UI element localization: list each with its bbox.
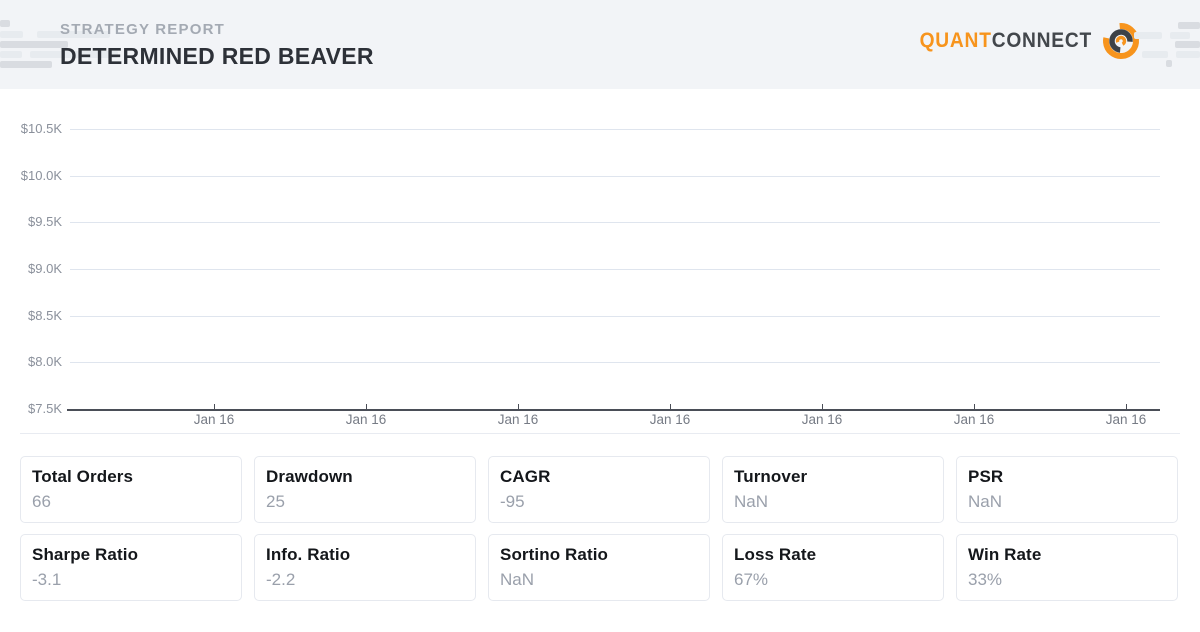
y-axis-tick-label: $10.0K [20, 168, 62, 183]
report-header: STRATEGY REPORT DETERMINED RED BEAVER QU… [0, 0, 1200, 89]
right-stripes-decoration [1075, 19, 1200, 71]
x-axis-tick [1126, 404, 1127, 410]
quantconnect-logo: QUANTCONNECT [916, 22, 1140, 60]
stat-card-total-orders: Total Orders 66 [20, 456, 242, 523]
stat-card-cagr: CAGR -95 [488, 456, 710, 523]
section-divider [20, 433, 1180, 434]
gridline [70, 176, 1160, 177]
stat-label: Sharpe Ratio [32, 545, 139, 564]
stat-label: Sortino Ratio [500, 545, 609, 564]
gridline [70, 129, 1160, 130]
logo-quant-text: QUANT [919, 29, 993, 52]
left-stripes-decoration [0, 19, 125, 71]
x-axis-tick-label: Jan 16 [345, 412, 387, 427]
gridline [70, 269, 1160, 270]
stat-value: -95 [500, 492, 525, 511]
stat-value: 25 [266, 492, 285, 511]
stat-card-info-ratio: Info. Ratio -2.2 [254, 534, 476, 601]
y-axis-tick-label: $8.5K [28, 308, 62, 323]
stat-value: -3.1 [32, 570, 62, 589]
stat-label: Drawdown [266, 467, 353, 486]
stat-value: 33% [968, 570, 1003, 589]
x-axis-tick-label: Jan 16 [497, 412, 539, 427]
stat-label: Total Orders [32, 467, 134, 486]
stats-grid: Total Orders 66 Drawdown 25 CAGR -95 Tur… [20, 456, 1178, 601]
x-axis-tick [366, 404, 367, 410]
stat-value: NaN [500, 570, 535, 589]
x-axis-tick [822, 404, 823, 410]
x-axis-tick [974, 404, 975, 410]
stat-label: Loss Rate [734, 545, 817, 564]
stat-value: 67% [734, 570, 769, 589]
stat-card-win-rate: Win Rate 33% [956, 534, 1178, 601]
y-axis-tick-label: $8.0K [28, 354, 62, 369]
stat-value: NaN [968, 492, 1003, 511]
strategy-title: DETERMINED RED BEAVER [60, 43, 374, 69]
stat-card-psr: PSR NaN [956, 456, 1178, 523]
stat-label: Turnover [734, 467, 808, 486]
stat-label: CAGR [500, 467, 551, 486]
x-axis-tick [670, 404, 671, 410]
x-axis-tick [214, 404, 215, 410]
x-axis-tick-label: Jan 16 [193, 412, 235, 427]
gridline [70, 316, 1160, 317]
title-block: STRATEGY REPORT DETERMINED RED BEAVER [60, 20, 374, 70]
x-axis-line [67, 409, 1160, 411]
stat-card-drawdown: Drawdown 25 [254, 456, 476, 523]
y-axis-tick-label: $9.5K [28, 214, 62, 229]
gridline [70, 222, 1160, 223]
x-axis-tick-label: Jan 16 [649, 412, 691, 427]
x-axis-tick-label: Jan 16 [801, 412, 843, 427]
stat-label: Win Rate [968, 545, 1042, 564]
logo-connect-text: CONNECT [992, 29, 1093, 52]
y-axis-tick-label: $10.5K [20, 121, 62, 136]
stat-label: Info. Ratio [266, 545, 351, 564]
stat-card-loss-rate: Loss Rate 67% [722, 534, 944, 601]
report-kicker: STRATEGY REPORT [60, 21, 225, 38]
quantconnect-logo-text: QUANTCONNECT [920, 29, 1092, 53]
stat-label: PSR [968, 467, 1004, 486]
stat-card-sharpe-ratio: Sharpe Ratio -3.1 [20, 534, 242, 601]
gridline [70, 362, 1160, 363]
stat-value: NaN [734, 492, 769, 511]
stat-value: 66 [32, 492, 51, 511]
stat-card-sortino-ratio: Sortino Ratio NaN [488, 534, 710, 601]
x-axis-tick-label: Jan 16 [1105, 412, 1147, 427]
quantconnect-swirl-icon [1103, 23, 1139, 59]
y-axis-tick-label: $9.0K [28, 261, 62, 276]
x-axis-tick-label: Jan 16 [953, 412, 995, 427]
stat-card-turnover: Turnover NaN [722, 456, 944, 523]
y-axis-tick-label: $7.5K [28, 401, 62, 416]
x-axis-tick [518, 404, 519, 410]
stat-value: -2.2 [266, 570, 296, 589]
